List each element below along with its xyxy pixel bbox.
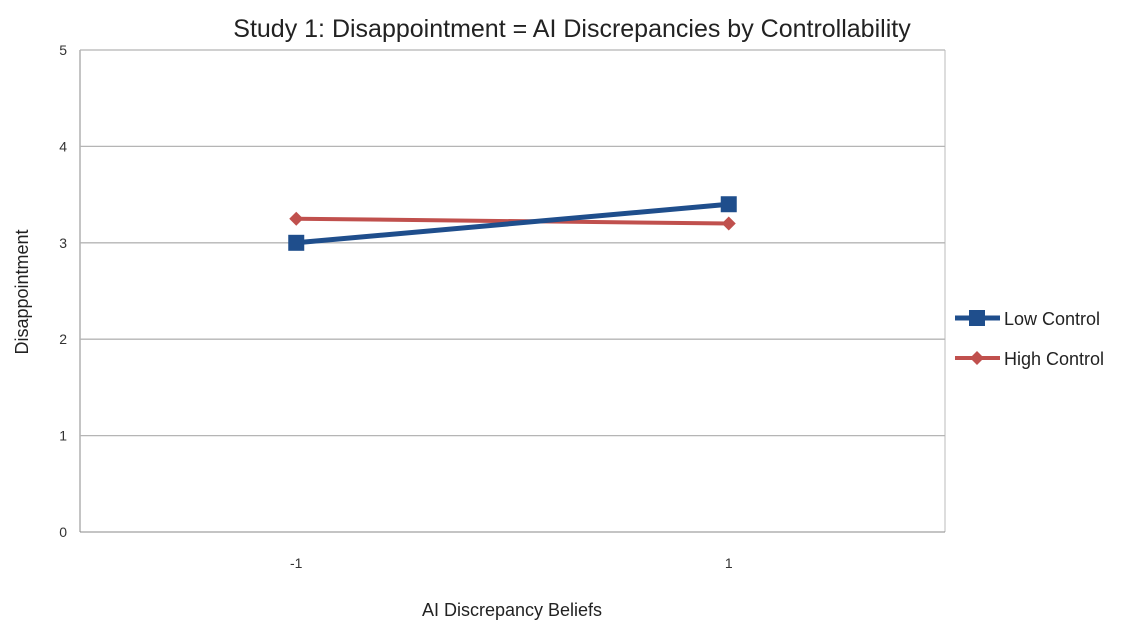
y-tick-label: 2 (59, 331, 67, 347)
data-point (720, 196, 737, 213)
data-point (289, 211, 304, 226)
x-tick-label: -1 (290, 555, 303, 571)
series-line (296, 201, 729, 246)
legend-label: Low Control (1004, 309, 1100, 329)
y-tick-label: 0 (59, 524, 67, 540)
data-point (288, 234, 305, 251)
x-tick-label: 1 (725, 555, 733, 571)
series-layer (288, 196, 737, 251)
x-axis-ticks: -1 1 (290, 555, 733, 571)
y-tick-label: 3 (59, 235, 67, 251)
legend-marker (969, 310, 985, 326)
plot-area (79, 50, 946, 533)
gridlines (80, 49, 945, 437)
legend-marker (970, 351, 984, 365)
legend-label: High Control (1004, 349, 1104, 369)
data-point (721, 216, 736, 231)
legend-item: High Control (955, 349, 1104, 369)
legend: Low Control High Control (955, 309, 1104, 369)
y-axis-ticks: 0 1 2 3 4 5 (59, 42, 67, 540)
chart-title: Study 1: Disappointment = AI Discrepanci… (233, 15, 911, 43)
y-tick-label: 1 (59, 428, 67, 444)
series-low-control (288, 196, 737, 251)
x-axis-label: AI Discrepancy Beliefs (422, 600, 602, 620)
legend-item: Low Control (955, 309, 1100, 329)
y-axis-label: Disappointment (12, 229, 32, 354)
y-tick-label: 4 (59, 138, 67, 154)
y-tick-label: 5 (59, 42, 67, 58)
